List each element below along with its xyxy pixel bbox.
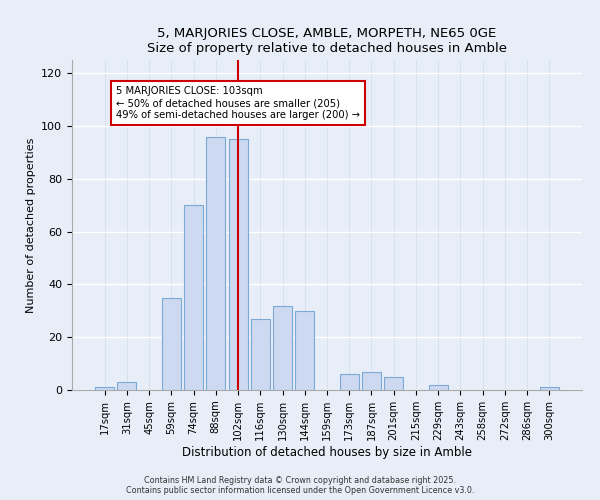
Bar [118,382,136,390]
Y-axis label: Number of detached properties: Number of detached properties [26,138,35,312]
Bar [95,388,114,390]
Bar [251,318,270,390]
Bar [540,388,559,390]
Bar [340,374,359,390]
Bar [295,311,314,390]
Bar [429,384,448,390]
Bar [273,306,292,390]
Text: Contains HM Land Registry data © Crown copyright and database right 2025.
Contai: Contains HM Land Registry data © Crown c… [126,476,474,495]
X-axis label: Distribution of detached houses by size in Amble: Distribution of detached houses by size … [182,446,472,458]
Bar [162,298,181,390]
Bar [384,377,403,390]
Bar [206,136,225,390]
Bar [184,205,203,390]
Text: 5 MARJORIES CLOSE: 103sqm
← 50% of detached houses are smaller (205)
49% of semi: 5 MARJORIES CLOSE: 103sqm ← 50% of detac… [116,86,360,120]
Bar [362,372,381,390]
Title: 5, MARJORIES CLOSE, AMBLE, MORPETH, NE65 0GE
Size of property relative to detach: 5, MARJORIES CLOSE, AMBLE, MORPETH, NE65… [147,26,507,54]
Bar [229,139,248,390]
